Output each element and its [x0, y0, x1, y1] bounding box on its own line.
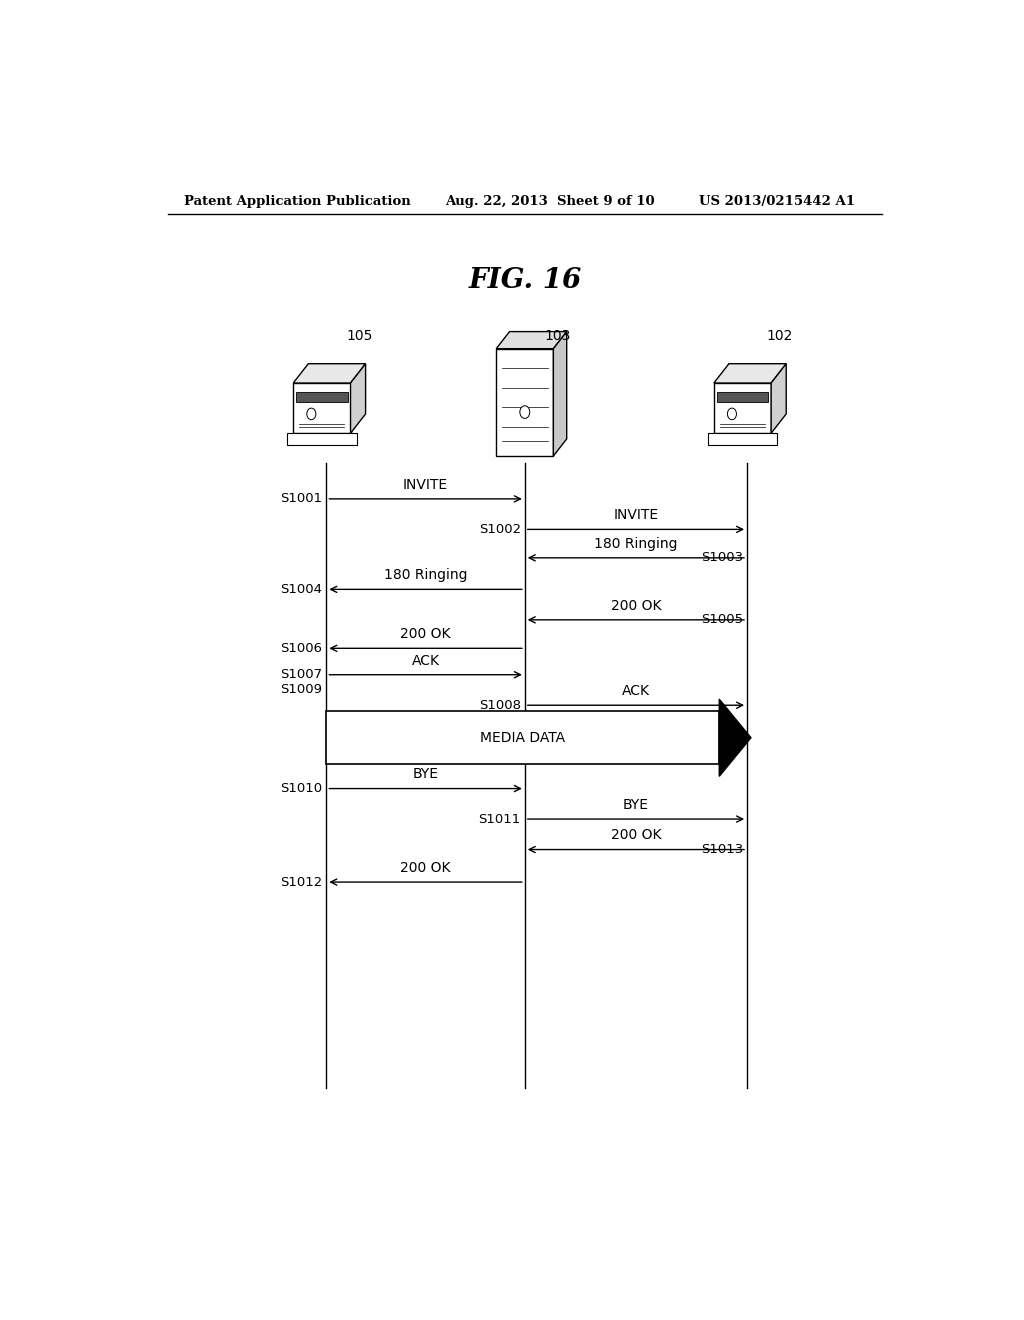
Text: 200 OK: 200 OK	[400, 861, 451, 875]
Polygon shape	[719, 700, 751, 776]
Bar	[296, 392, 347, 403]
Text: S1002: S1002	[478, 523, 521, 536]
Text: INVITE: INVITE	[403, 478, 449, 492]
Polygon shape	[714, 364, 786, 383]
Text: S1006: S1006	[281, 642, 323, 655]
Polygon shape	[771, 364, 786, 433]
Text: 200 OK: 200 OK	[610, 829, 662, 842]
Text: S1012: S1012	[281, 875, 323, 888]
Bar	[327, 711, 719, 764]
Polygon shape	[497, 331, 566, 348]
Text: S1007: S1007	[281, 668, 323, 681]
Polygon shape	[708, 433, 777, 445]
Text: BYE: BYE	[623, 799, 649, 812]
Bar	[717, 392, 768, 403]
Text: 102: 102	[767, 330, 794, 343]
Text: 103: 103	[545, 330, 571, 343]
Text: 200 OK: 200 OK	[610, 599, 662, 612]
Text: S1010: S1010	[281, 781, 323, 795]
Circle shape	[520, 405, 529, 418]
Text: S1013: S1013	[700, 843, 743, 857]
Text: S1008: S1008	[479, 698, 521, 711]
Text: 180 Ringing: 180 Ringing	[384, 568, 467, 582]
Text: S1011: S1011	[478, 813, 521, 825]
Polygon shape	[350, 364, 366, 433]
Polygon shape	[293, 364, 366, 383]
Text: S1005: S1005	[700, 614, 743, 627]
Polygon shape	[287, 433, 356, 445]
Text: S1001: S1001	[281, 492, 323, 506]
Text: 105: 105	[346, 330, 373, 343]
Text: 180 Ringing: 180 Ringing	[594, 537, 678, 550]
Text: INVITE: INVITE	[613, 508, 658, 523]
Text: S1003: S1003	[700, 552, 743, 565]
Polygon shape	[293, 383, 350, 433]
Text: 200 OK: 200 OK	[400, 627, 451, 642]
Circle shape	[727, 408, 736, 420]
Polygon shape	[714, 383, 771, 433]
Text: BYE: BYE	[413, 767, 438, 781]
Circle shape	[307, 408, 315, 420]
Text: ACK: ACK	[412, 653, 439, 668]
Text: Patent Application Publication: Patent Application Publication	[183, 194, 411, 207]
Text: MEDIA DATA: MEDIA DATA	[480, 731, 565, 744]
Text: US 2013/0215442 A1: US 2013/0215442 A1	[699, 194, 855, 207]
Polygon shape	[553, 331, 566, 455]
Text: S1009: S1009	[281, 682, 323, 696]
Text: Aug. 22, 2013  Sheet 9 of 10: Aug. 22, 2013 Sheet 9 of 10	[445, 194, 655, 207]
Bar	[497, 348, 553, 455]
Text: FIG. 16: FIG. 16	[468, 267, 582, 294]
Text: S1004: S1004	[281, 583, 323, 595]
Text: ACK: ACK	[622, 684, 650, 698]
